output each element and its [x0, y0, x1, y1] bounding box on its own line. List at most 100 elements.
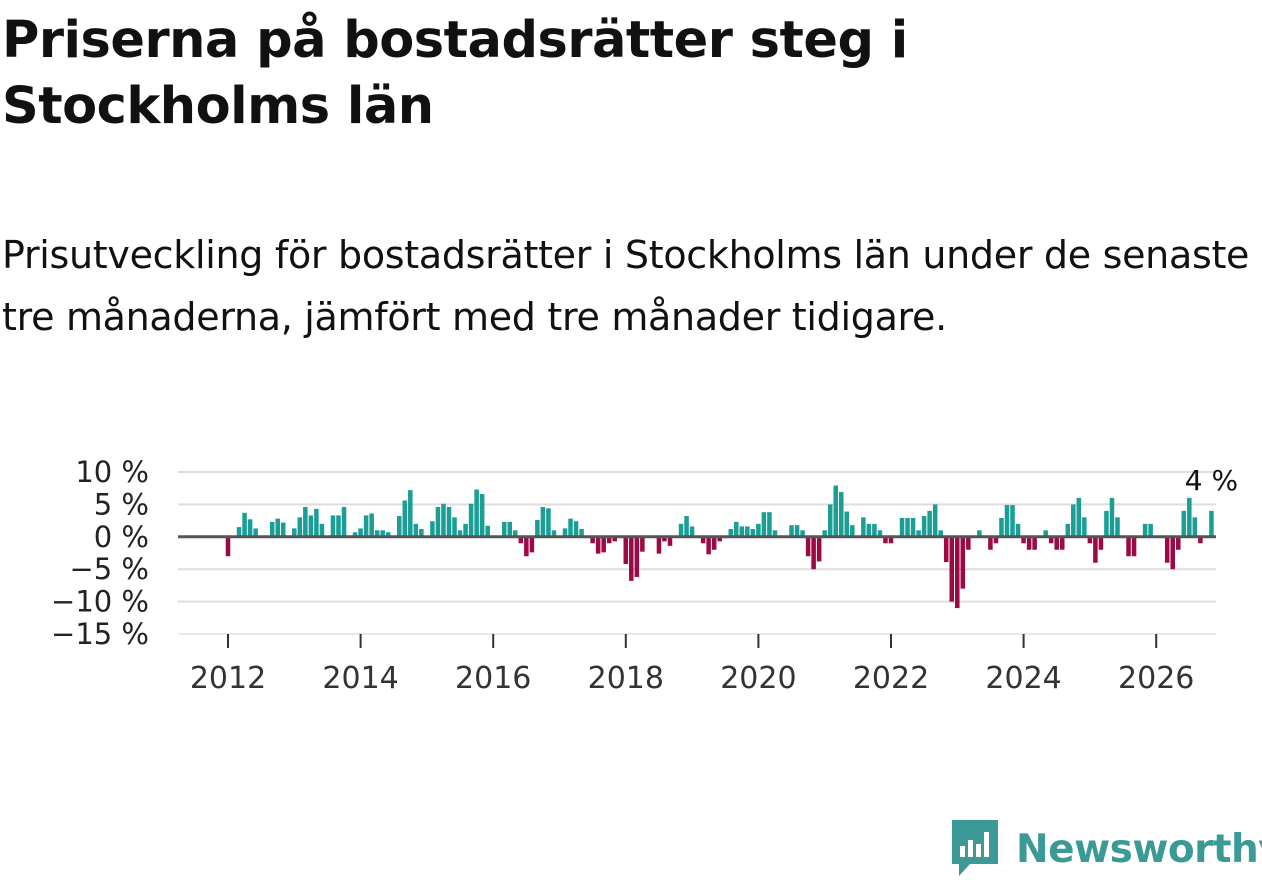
bar: [629, 536, 634, 581]
bar: [883, 536, 888, 544]
bar: [684, 516, 689, 537]
y-axis-ticks: 10 %5 %0 %−5 %−10 %−15 %: [51, 455, 149, 651]
bar: [1059, 536, 1065, 550]
bar: [579, 529, 584, 537]
bar: [1104, 510, 1109, 537]
bar: [977, 530, 982, 537]
bar: [314, 508, 319, 537]
bar: [374, 530, 380, 537]
bar: [833, 485, 838, 537]
chart-subtitle: Prisutveckling för bostadsrätter i Stock…: [2, 233, 1250, 339]
bar: [761, 512, 767, 537]
bar: [601, 536, 606, 553]
bar: [640, 536, 645, 552]
bar: [905, 518, 910, 537]
bar: [816, 536, 822, 562]
bar: [866, 523, 872, 537]
bar: [369, 513, 374, 537]
bar: [474, 489, 479, 537]
y-tick-label: −10 %: [51, 585, 149, 619]
bar: [993, 536, 999, 544]
bar: [656, 536, 662, 554]
y-tick-label: −15 %: [51, 617, 149, 651]
bar: [1109, 497, 1115, 537]
bar: [562, 528, 568, 537]
bar: [838, 492, 844, 537]
bar: [441, 503, 446, 537]
bar: [358, 528, 363, 537]
bar: [408, 490, 413, 537]
bar: [1048, 536, 1054, 544]
bar: [623, 536, 629, 565]
y-tick-label: 10 %: [75, 455, 149, 489]
bar: [590, 536, 595, 544]
bar: [524, 536, 529, 557]
x-tick-label: 2014: [322, 661, 398, 696]
y-tick-label: 5 %: [94, 487, 149, 521]
bar: [756, 523, 761, 537]
bar-chart: 10 %5 %0 %−5 %−10 %−15 % 2012 2014 2016 201…: [51, 455, 1238, 696]
bar: [253, 528, 258, 537]
bar: [468, 503, 474, 537]
bar: [877, 530, 883, 537]
bar: [507, 521, 513, 537]
bar: [485, 525, 490, 537]
bar: [308, 515, 314, 537]
bar: [700, 536, 706, 544]
bar: [927, 510, 932, 537]
bar: [678, 523, 684, 537]
x-tick-label: 2026: [1118, 661, 1194, 696]
bar: [706, 536, 711, 555]
bar: [540, 506, 546, 537]
bar: [1032, 536, 1037, 550]
x-tick-label: 2020: [720, 661, 796, 696]
bar: [899, 518, 905, 537]
bar: [275, 518, 280, 537]
bar: [280, 522, 286, 537]
bar: [1126, 536, 1131, 557]
x-tick-label: 2012: [190, 661, 266, 696]
bar: [1065, 523, 1071, 537]
bar: [1187, 497, 1192, 537]
bar: [949, 536, 955, 602]
bar: [1054, 536, 1059, 550]
bar: [595, 536, 601, 554]
bar: [811, 536, 816, 570]
bar: [916, 530, 921, 537]
bar: [1115, 517, 1120, 537]
bar: [662, 536, 667, 542]
bar: [446, 506, 452, 537]
bar: [634, 536, 640, 577]
bar: [1004, 505, 1010, 537]
bar: [789, 525, 794, 537]
bar: [1087, 536, 1093, 544]
bar: [717, 536, 722, 542]
bar: [1021, 536, 1026, 544]
bar: [999, 518, 1004, 537]
bar: [966, 536, 971, 550]
bar: [767, 512, 772, 537]
bar: [1148, 523, 1153, 537]
bar: [910, 518, 916, 537]
bar: [888, 536, 894, 544]
bar: [800, 530, 805, 537]
bar: [728, 529, 734, 537]
bar: [938, 530, 943, 537]
bar: [435, 506, 441, 537]
bar: [341, 506, 347, 537]
bar: [1209, 510, 1214, 537]
bar: [921, 516, 927, 537]
bar: [330, 515, 336, 537]
bar: [943, 536, 949, 563]
bar: [1015, 523, 1021, 537]
bar: [242, 512, 247, 537]
logo-icon: [952, 820, 998, 876]
bar: [932, 504, 938, 537]
bar: [303, 506, 308, 537]
bar: [457, 530, 463, 537]
bar: [297, 517, 303, 537]
bar: [352, 532, 358, 537]
bar: [336, 515, 341, 537]
bar: [745, 526, 750, 537]
bar: [794, 525, 800, 537]
